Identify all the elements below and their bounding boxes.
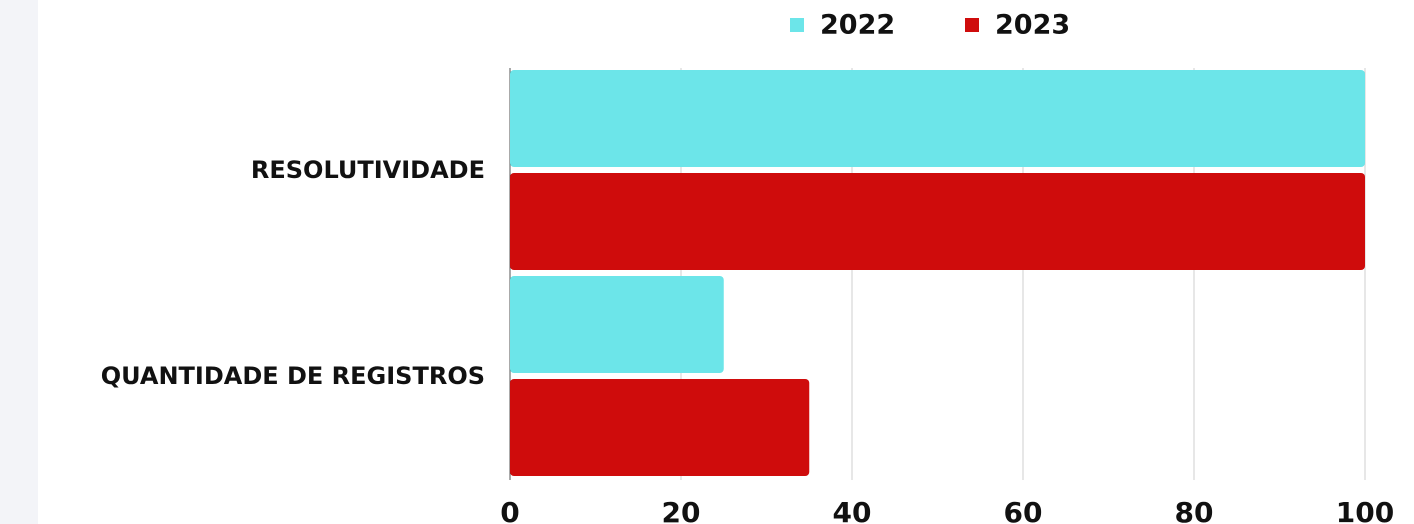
y-tick-label: RESOLUTIVIDADE (251, 156, 485, 184)
bar (510, 173, 1365, 270)
legend-swatch (790, 18, 804, 32)
x-tick-label: 100 (1336, 496, 1394, 524)
legend-label: 2023 (995, 10, 1070, 41)
y-tick-label: QUANTIDADE DE REGISTROS (101, 362, 485, 390)
x-tick-label: 60 (1004, 496, 1043, 524)
bar (510, 379, 810, 476)
bar (510, 70, 1365, 167)
legend-swatch (965, 18, 979, 32)
x-tick-label: 20 (662, 496, 701, 524)
bar (510, 276, 724, 373)
x-tick-label: 40 (833, 496, 872, 524)
x-tick-label: 80 (1175, 496, 1214, 524)
legend-label: 2022 (820, 10, 895, 41)
side-strip (0, 0, 38, 524)
x-tick-label: 0 (500, 496, 519, 524)
